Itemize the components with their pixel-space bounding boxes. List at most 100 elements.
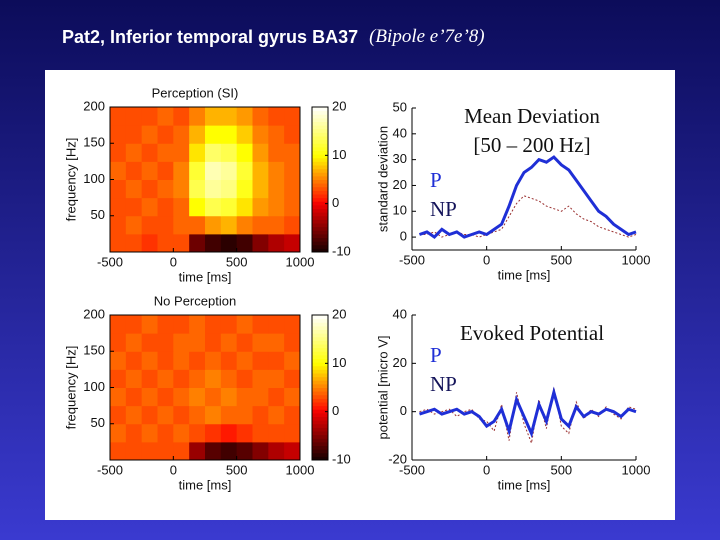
heatmap-cell	[189, 315, 206, 334]
x-tick-label: 500	[226, 462, 248, 477]
heatmap-cell	[205, 161, 222, 180]
y-tick-label: 20	[393, 355, 407, 370]
slide-title: Pat2, Inferior temporal gyrus BA37 (Bipo…	[62, 26, 485, 47]
heatmap-cell	[236, 351, 253, 370]
heatmap-cell	[189, 333, 206, 352]
y-tick-label: 50	[91, 207, 105, 222]
colorbar-step	[312, 427, 328, 432]
legend-label: NP	[430, 197, 457, 221]
heatmap-cell	[284, 423, 300, 443]
colorbar-step	[312, 333, 328, 338]
heatmap-cell	[173, 233, 190, 252]
colorbar-step	[312, 179, 328, 184]
heatmap-cell	[236, 233, 253, 252]
heatmap-cell	[252, 179, 269, 199]
heatmap-cell	[284, 161, 300, 180]
heatmap-cell	[205, 233, 222, 252]
heatmap-cell	[189, 197, 206, 217]
heatmap-cell	[125, 369, 143, 388]
colorbar-step	[312, 398, 328, 403]
plot-frame	[109, 314, 301, 461]
colorbar-step	[312, 402, 328, 407]
heatmap-cell	[252, 351, 269, 370]
heatmap-cell	[110, 161, 127, 180]
heatmap-cell	[236, 333, 253, 352]
colorbar-step	[312, 380, 328, 385]
heatmap-cell	[173, 423, 190, 443]
heatmap-cell	[110, 441, 127, 460]
colorbar-tick-label: 0	[332, 195, 339, 210]
heatmap-cell	[236, 143, 253, 162]
heatmap-cell	[220, 315, 238, 334]
heatmap-cell	[252, 161, 269, 180]
heatmap-cell	[157, 179, 174, 199]
heatmap-cell	[125, 125, 143, 144]
chart-title: No Perception	[154, 293, 236, 308]
heatmap-cell	[125, 405, 143, 425]
heatmap-cell	[268, 143, 285, 162]
colorbar-step	[312, 434, 328, 439]
heatmap-cell	[141, 369, 158, 388]
colorbar-step	[312, 376, 328, 381]
heatmap-cell	[157, 369, 174, 388]
colorbar-step	[312, 212, 328, 217]
heatmap-cell	[157, 441, 174, 460]
heatmap-cell	[205, 143, 222, 162]
heatmap-cell	[141, 315, 158, 334]
heatmap-cell	[284, 179, 300, 199]
heatmap-cell	[141, 233, 158, 252]
colorbar-step	[312, 157, 328, 162]
colorbar-step	[312, 161, 328, 166]
heatmap-cell	[110, 215, 127, 235]
x-tick-label: 500	[226, 254, 248, 269]
heatmap-cell	[220, 441, 238, 460]
colorbar-step	[312, 347, 328, 352]
heatmap-cell	[110, 351, 127, 370]
colorbar-step	[312, 456, 328, 461]
heatmap-cell	[268, 215, 285, 235]
heatmap-cell	[141, 215, 158, 235]
colorbar-step	[312, 125, 328, 130]
heatmap-cell	[141, 197, 158, 217]
colorbar-step	[312, 412, 328, 417]
heatmap-cell	[268, 333, 285, 352]
colorbar-step	[312, 318, 328, 323]
heatmap-cell	[125, 315, 143, 334]
colorbar-step	[312, 315, 328, 320]
heatmap-cell	[268, 423, 285, 443]
heatmap-cell	[141, 107, 158, 126]
legend-label: NP	[430, 372, 457, 396]
colorbar-tick-label: 10	[332, 147, 346, 162]
colorbar-tick-label: 20	[332, 306, 346, 321]
y-axis-label: frequency [Hz]	[63, 346, 78, 430]
colorbar-step	[312, 405, 328, 410]
heatmap-cell	[284, 233, 300, 252]
heatmap-cell	[125, 351, 143, 370]
heatmap-cell	[268, 197, 285, 217]
heatmap-cell	[141, 125, 158, 144]
y-tick-label: 0	[400, 229, 407, 244]
heatmap-cells	[110, 107, 300, 252]
colorbar-step	[312, 452, 328, 457]
heatmap-cell	[236, 423, 253, 443]
heatmap-cell	[189, 143, 206, 162]
colorbar-step	[312, 365, 328, 370]
colorbar-step	[312, 362, 328, 367]
heatmap-cell	[189, 215, 206, 235]
heatmap-cell	[284, 107, 300, 126]
heatmap-cell	[173, 315, 190, 334]
colorbar-step	[312, 114, 328, 119]
y-tick-label: 0	[400, 403, 407, 418]
heatmap-cell	[141, 161, 158, 180]
x-tick-label: 0	[170, 462, 177, 477]
heatmap-cell	[220, 215, 238, 235]
colorbar-step	[312, 139, 328, 144]
heatmap-cell	[141, 387, 158, 407]
y-tick-label: 150	[83, 135, 105, 150]
heatmap-cell	[236, 405, 253, 425]
heatmap-cell	[220, 161, 238, 180]
heatmap-cell	[252, 233, 269, 252]
heatmap-cell	[252, 441, 269, 460]
heatmap-cell	[141, 143, 158, 162]
heatmap-cell	[284, 143, 300, 162]
